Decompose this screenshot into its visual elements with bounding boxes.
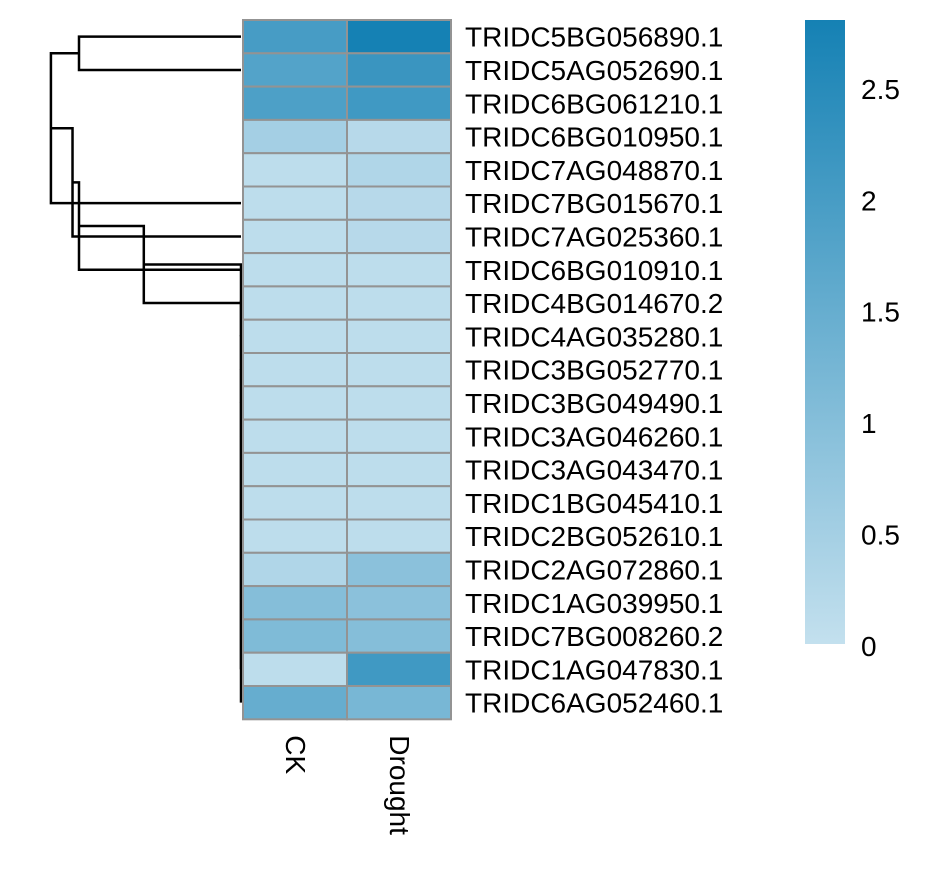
- row-label: TRIDC7AG048870.1: [465, 155, 723, 186]
- heatmap-cell: [346, 252, 452, 288]
- heatmap-cell: [346, 152, 452, 188]
- heatmap-cell: [242, 118, 348, 155]
- heatmap-cell: [346, 52, 452, 88]
- row-label: TRIDC3BG049490.1: [465, 388, 723, 419]
- heatmap-cell: [242, 451, 348, 488]
- row-label: TRIDC7BG008260.2: [465, 621, 723, 652]
- row-dendrogram: [49, 35, 243, 703]
- heatmap-cell: [242, 185, 348, 221]
- heatmap-cell: [242, 685, 348, 721]
- heatmap-cell: [346, 651, 452, 688]
- color-legend-bar: [805, 20, 845, 644]
- heatmap-cell: [242, 651, 348, 688]
- heatmap-cell: [242, 618, 348, 654]
- row-label: TRIDC6BG061210.1: [465, 88, 723, 119]
- heatmap-cell: [242, 518, 348, 554]
- heatmap-cell: [242, 19, 348, 55]
- row-label: TRIDC1AG047830.1: [465, 654, 723, 685]
- heatmap-cell: [242, 218, 348, 255]
- heatmap-cell: [346, 352, 452, 388]
- row-label: TRIDC4BG014670.2: [465, 288, 723, 319]
- heatmap-cell: [242, 252, 348, 288]
- heatmap-cell: [346, 285, 452, 321]
- legend-tick-label: 0.5: [861, 520, 900, 551]
- row-label: TRIDC1BG045410.1: [465, 488, 723, 519]
- heatmap-cell: [242, 418, 348, 454]
- row-label: TRIDC5AG052690.1: [465, 55, 723, 86]
- heatmap-cell: [346, 318, 452, 355]
- legend-tick-label: 0: [861, 631, 877, 662]
- legend-tick-label: 1.5: [861, 297, 900, 328]
- heatmap-cell: [242, 285, 348, 321]
- heatmap-cell: [346, 585, 452, 621]
- heatmap-cell: [346, 85, 452, 121]
- heatmap-cell: [242, 352, 348, 388]
- row-label: TRIDC7AG025360.1: [465, 221, 723, 252]
- row-labels: TRIDC5BG056890.1TRIDC5AG052690.1TRIDC6BG…: [465, 22, 723, 719]
- heatmap-cell: [346, 118, 452, 155]
- dendrogram-branch: [77, 35, 241, 72]
- heatmap-cell: [346, 618, 452, 654]
- dendrogram-branch: [49, 52, 241, 205]
- heatmap-cell: [242, 85, 348, 121]
- heatmap-cell: [346, 551, 452, 588]
- heatmap-cell: [346, 185, 452, 221]
- heatmap-cell: [346, 518, 452, 554]
- row-label: TRIDC5BG056890.1: [465, 22, 723, 53]
- color-legend: 0 0.5 1 1.5 2 2.5: [805, 20, 900, 662]
- heatmap-cell: [346, 485, 452, 521]
- heatmap-cell: [242, 385, 348, 421]
- row-label: TRIDC3AG046260.1: [465, 421, 723, 452]
- column-labels: CK Drought: [280, 735, 415, 835]
- legend-tick-label: 2.5: [861, 74, 900, 105]
- row-label: TRIDC1AG039950.1: [465, 588, 723, 619]
- color-legend-ticks: 0 0.5 1 1.5 2 2.5: [861, 74, 900, 662]
- dendrogram-branch: [143, 263, 243, 337]
- row-label: TRIDC7BG015670.1: [465, 188, 723, 219]
- row-label: TRIDC2AG072860.1: [465, 554, 723, 585]
- row-label: TRIDC6BG010950.1: [465, 122, 723, 153]
- heatmap-cell: [346, 19, 452, 55]
- heatmap-cell: [346, 418, 452, 454]
- heatmap-cell: [346, 685, 452, 721]
- heatmap-cell: [242, 318, 348, 355]
- column-label: CK: [280, 735, 311, 774]
- row-label: TRIDC6BG010910.1: [465, 255, 723, 286]
- heatmap-cell: [242, 52, 348, 88]
- row-label: TRIDC4AG035280.1: [465, 321, 723, 352]
- row-label: TRIDC3BG052770.1: [465, 355, 723, 386]
- column-label: Drought: [384, 735, 415, 835]
- heatmap-cell: [346, 451, 452, 488]
- heatmap-cell: [346, 218, 452, 255]
- heatmap-cell: [346, 385, 452, 421]
- legend-tick-label: 1: [861, 408, 877, 439]
- heatmap-cell: [242, 485, 348, 521]
- heatmap-cells: [242, 19, 452, 721]
- heatmap-cell: [242, 152, 348, 188]
- row-label: TRIDC6AG052460.1: [465, 688, 723, 719]
- row-label: TRIDC3AG043470.1: [465, 455, 723, 486]
- legend-tick-label: 2: [861, 185, 877, 216]
- heatmap-cell: [242, 551, 348, 588]
- row-label: TRIDC2BG052610.1: [465, 521, 723, 552]
- heatmap-cell: [242, 585, 348, 621]
